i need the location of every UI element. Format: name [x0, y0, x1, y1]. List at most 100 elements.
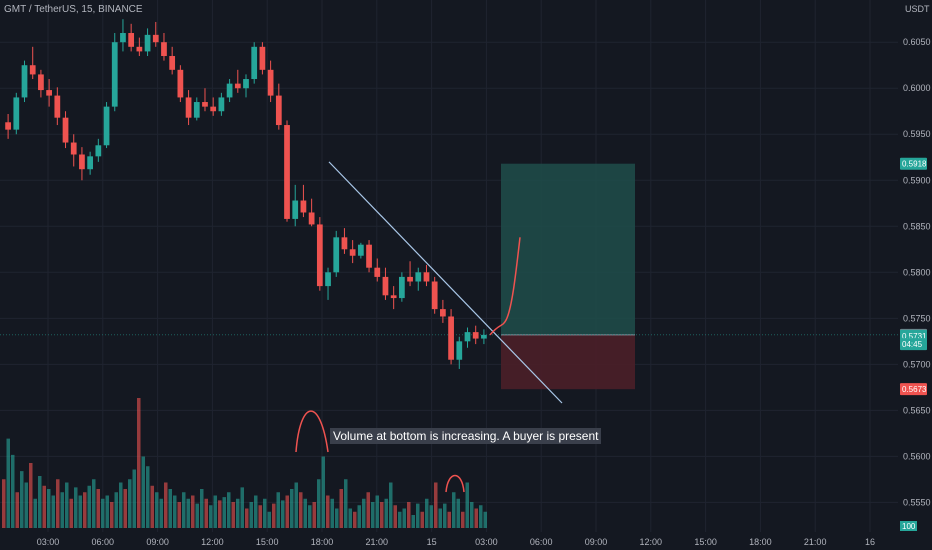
candle-body	[423, 272, 430, 282]
candle-body	[275, 95, 282, 126]
volume-bar	[227, 492, 231, 528]
volume-bar	[200, 489, 204, 528]
volume-bar	[474, 508, 478, 528]
chart-grid	[0, 0, 898, 532]
volume-bar	[456, 498, 460, 528]
volume-bar	[69, 498, 73, 528]
candle-body	[407, 276, 413, 282]
volume-bar	[60, 492, 64, 528]
candle-body	[161, 42, 167, 57]
candlesticks	[5, 19, 487, 369]
candle-body	[243, 79, 249, 89]
volume-bar	[141, 456, 145, 528]
volume-bar	[483, 511, 487, 528]
volume-bar	[425, 498, 429, 528]
price-tick-label: 0.6000	[903, 83, 931, 93]
price-badge-label: 0.5673	[902, 385, 927, 394]
candle-body	[398, 276, 405, 299]
time-tick-label: 21:00	[366, 537, 389, 547]
volume-badge	[900, 521, 917, 531]
candle-body	[95, 145, 102, 157]
volume-bar	[186, 498, 190, 528]
candle-body	[300, 200, 307, 213]
candle-body	[70, 142, 77, 155]
candle-body	[357, 244, 364, 256]
price-tick-label: 0.6050	[903, 37, 931, 47]
candle-body	[38, 74, 44, 91]
symbol-label: GMT / TetherUS, 15, BINANCE	[4, 4, 143, 15]
candle-body	[54, 95, 61, 118]
volume-bar	[267, 511, 271, 528]
volume-bar	[263, 498, 267, 528]
time-tick-label: 18:00	[311, 537, 334, 547]
volume-bar	[402, 508, 406, 528]
volume-bars	[2, 398, 487, 528]
candle-body	[456, 341, 463, 360]
volume-bar	[434, 482, 438, 528]
volume-bar	[308, 505, 312, 528]
volume-bar	[254, 495, 258, 528]
price-tick-label: 0.5750	[903, 313, 931, 323]
price-tick-label: 0.5600	[903, 451, 931, 461]
volume-bar	[258, 505, 262, 528]
volume-bar	[101, 498, 105, 528]
candle-body	[234, 83, 241, 89]
volume-bar	[245, 508, 249, 528]
price-tick-label: 0.5800	[903, 267, 931, 277]
quote-currency-label: USDT	[905, 4, 930, 14]
time-tick-label: 15:00	[256, 537, 279, 547]
volume-bar	[389, 482, 393, 528]
volume-bar	[150, 485, 154, 528]
volume-bar	[42, 485, 46, 528]
volume-bar	[29, 463, 33, 528]
candle-body	[193, 102, 200, 118]
candle-body	[202, 102, 208, 107]
volume-bar	[321, 456, 325, 528]
volume-bar	[114, 492, 118, 528]
time-tick-label: 15:00	[694, 537, 717, 547]
candle-body	[316, 224, 323, 287]
time-tick-label: 03:00	[37, 537, 60, 547]
price-axis[interactable]: 0.5550 0.5600 0.5650 0.5700 0.5750 0.5800 0.58…	[900, 4, 931, 531]
volume-bar	[398, 511, 402, 528]
volume-bar	[47, 489, 51, 528]
volume-bar	[146, 466, 150, 528]
volume-bar	[479, 505, 483, 528]
candle-body	[177, 69, 184, 98]
drawing-overlays	[295, 161, 563, 493]
price-tick-label: 0.5900	[903, 175, 931, 185]
volume-bar	[380, 502, 384, 528]
volume-bar	[326, 495, 330, 528]
candle-body	[431, 281, 438, 310]
candle-body	[325, 272, 331, 287]
price-badge-label: 04:45	[902, 340, 923, 349]
candle-body	[472, 332, 479, 339]
volume-bar	[465, 482, 469, 528]
volume-bar	[164, 482, 168, 528]
volume-bar	[371, 502, 375, 528]
volume-bar	[6, 438, 10, 528]
candle-body	[136, 46, 143, 52]
volume-bar	[168, 489, 172, 528]
volume-bar	[290, 489, 294, 528]
volume-bar	[375, 495, 379, 528]
chart-annotation[interactable]: Volume at bottom is increasing. A buyer …	[330, 428, 602, 444]
volume-bar	[78, 495, 82, 528]
time-tick-label: 15	[427, 537, 437, 547]
volume-bar	[65, 482, 69, 528]
volume-bar	[281, 500, 285, 528]
volume-bar	[330, 498, 334, 528]
time-tick-label: 06:00	[92, 537, 115, 547]
price-badge-label: 0.5731	[902, 332, 927, 341]
volume-bar	[74, 487, 78, 528]
volume-bar	[335, 508, 339, 528]
volume-bar	[2, 479, 6, 528]
candle-body	[390, 295, 397, 299]
volume-bar	[249, 502, 253, 528]
time-axis[interactable]: 03:00 06:00 09:00 12:00 15:00 18:00 21:00 15 03:…	[37, 537, 875, 547]
volume-bar	[128, 479, 132, 528]
descending-trendline	[328, 161, 563, 404]
candle-body	[349, 249, 356, 256]
candle-body	[62, 117, 69, 143]
